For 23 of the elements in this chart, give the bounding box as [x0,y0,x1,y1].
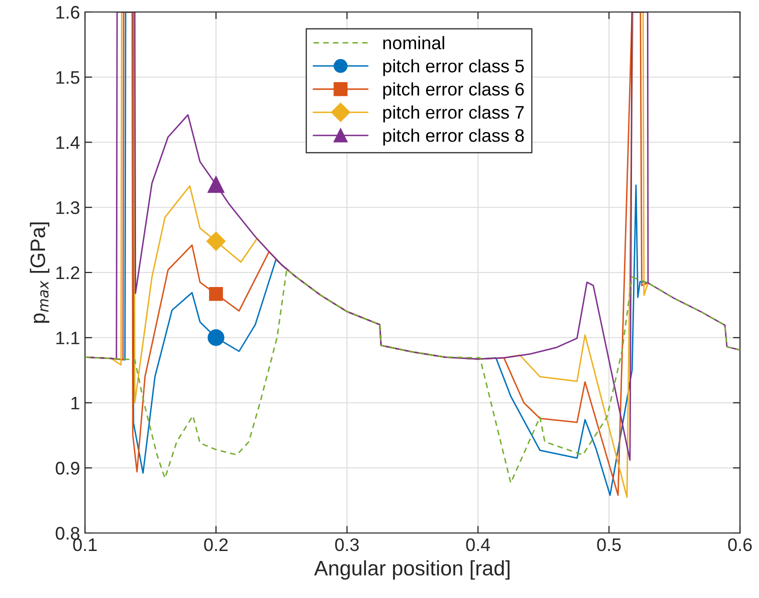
legend-label: pitch error class 6 [383,82,524,100]
y-tick-label: 1.4 [56,136,80,149]
x-tick-label: 0.4 [466,538,490,552]
legend-label: pitch error class 7 [383,106,524,122]
y-tick-label: 1.5 [56,71,80,84]
legend-label: nominal [383,36,444,50]
y-tick-label: 1.1 [56,332,80,344]
line-series [85,268,740,484]
legend-label: pitch error class 8 [383,128,524,146]
x-tick-label: 0.2 [204,538,228,552]
y-tick-label: 0.8 [56,526,80,540]
x-tick-label: 0.3 [335,538,359,552]
x-tick-label: 0.1 [73,538,97,552]
y-axis-title: p$_{max}$ [GPa] [30,222,50,323]
y-tick-label: 1.6 [56,6,80,19]
x-axis-title: Angular position [rad] [314,560,510,580]
y-tick-label: 0.9 [56,462,80,475]
y-tick-label: 1.3 [56,201,80,214]
x-tick-label: 0.6 [728,538,752,552]
x-tick-label: 0.5 [597,538,621,552]
y-tick-label: 1.2 [56,266,80,280]
legend-label: pitch error class 5 [383,59,524,76]
y-tick-label: 1 [71,396,80,410]
